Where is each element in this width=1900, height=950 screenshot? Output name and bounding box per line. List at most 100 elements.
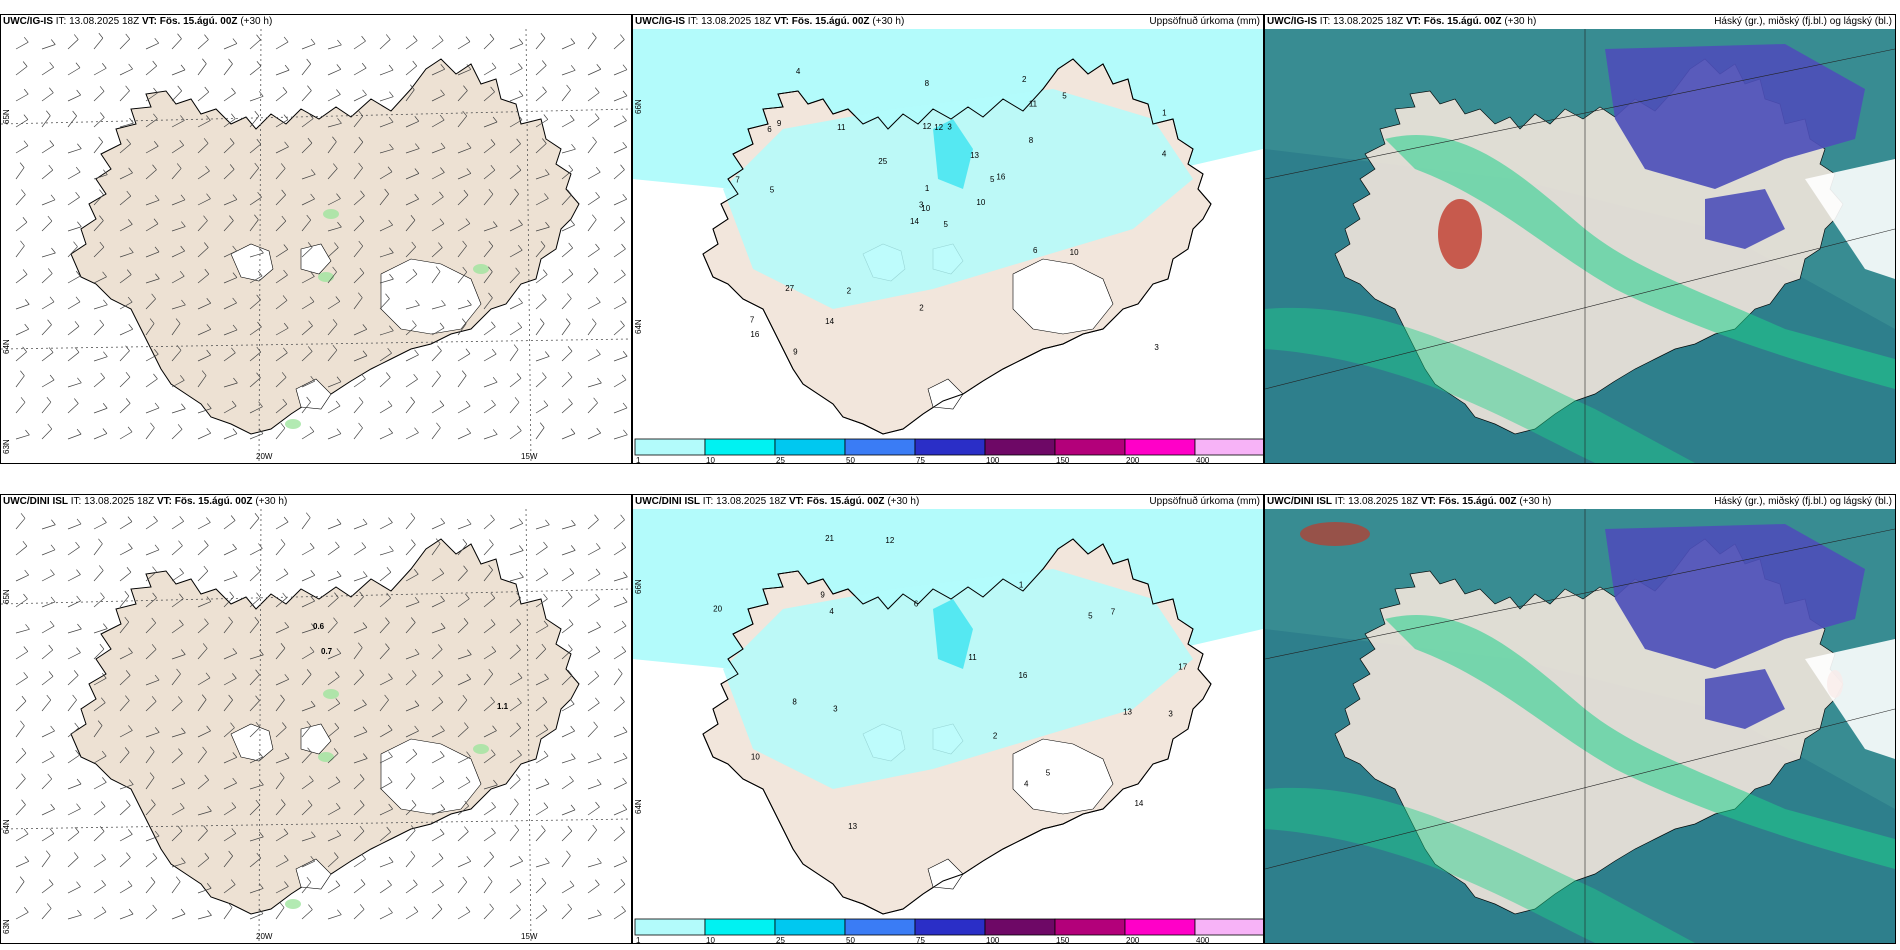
lat-tick-label: 64N: [2, 339, 11, 354]
precip-value-label: 12: [934, 123, 943, 132]
colorbar-swatch: [774, 438, 846, 456]
precip-value-label: 4: [1162, 149, 1167, 158]
precip-value-label: 10: [921, 204, 930, 213]
panel-precip-dini: UWC/DINI ISL IT: 13.08.2025 18Z VT: Fös.…: [632, 494, 1264, 944]
precip-value-label: 8: [1029, 136, 1034, 145]
colorbar-swatch: [844, 438, 916, 456]
lat-tick-label: 66N: [634, 99, 643, 114]
colorbar-tick-label: 150: [1056, 456, 1070, 463]
colorbar-swatch: [1124, 438, 1196, 456]
colorbar-tick-label: 25: [776, 936, 785, 943]
colorbar-swatch: [774, 918, 846, 936]
precip-value-label: 27: [785, 284, 794, 293]
graticule: [1, 509, 631, 943]
lat-tick-label: 64N: [634, 799, 643, 814]
panel-title: UWC/IG-IS IT: 13.08.2025 18Z VT: Fös. 15…: [1267, 16, 1892, 27]
glacier: [230, 723, 274, 762]
glacier: [380, 738, 482, 815]
precip-value-label: 5: [1046, 768, 1051, 777]
precip-value-label: 16: [996, 173, 1005, 182]
colorbar-tick-label: 25: [776, 456, 785, 463]
precip-value-label: 5: [1088, 612, 1093, 621]
precip-value-label: 13: [848, 822, 857, 831]
precip-value-label: 1: [1019, 580, 1024, 589]
panel-title: UWC/DINI ISL IT: 13.08.2025 18Z VT: Fös.…: [3, 496, 288, 507]
precip-value-label: 14: [1134, 799, 1143, 808]
precip-value-label: 9: [820, 590, 825, 599]
glacier: [927, 858, 964, 890]
colorbar-tick-label: 10: [706, 456, 715, 463]
lon-tick-label: 20W: [256, 452, 273, 461]
precip-value-label: 5: [943, 220, 948, 229]
colorbar-swatch: [1194, 918, 1263, 936]
precip-value-label: 5: [770, 185, 775, 194]
precip-value-label: 4: [1024, 779, 1029, 788]
precip-value-label: 6: [1033, 246, 1038, 255]
panel-precip-igis: UWC/IG-IS IT: 13.08.2025 18Z VT: Fös. 15…: [632, 14, 1264, 464]
glacier: [380, 258, 482, 335]
precip-value-label: 10: [1070, 248, 1079, 257]
precip-value-label: 7: [1111, 607, 1116, 616]
panel-title: UWC/DINI ISL IT: 13.08.2025 18Z VT: Fös.…: [635, 496, 1260, 507]
panel-title: UWC/DINI ISL IT: 13.08.2025 18Z VT: Fös.…: [1267, 496, 1892, 507]
cloud-mid-layer: [1705, 669, 1785, 729]
panel-wind-igis: UWC/IG-IS IT: 13.08.2025 18Z VT: Fös. 15…: [0, 14, 632, 464]
lat-tick-label: 63N: [2, 439, 11, 454]
colorbar-tick-label: 100: [986, 456, 1000, 463]
precip-value-label: 16: [750, 330, 759, 339]
colorbar-swatch: [704, 438, 776, 456]
precip-value-label: 6: [767, 125, 772, 134]
wind-value-label: 0.7: [321, 647, 333, 656]
cloud-core: [1438, 199, 1482, 269]
precip-shade: [933, 119, 973, 189]
panel-cloud-dini: UWC/DINI ISL IT: 13.08.2025 18Z VT: Fös.…: [1264, 494, 1896, 944]
precip-value-label: 11: [968, 653, 977, 662]
precip-shade: [723, 89, 1193, 309]
colorbar-tick-label: 400: [1196, 456, 1210, 463]
cloud-map: [1265, 29, 1895, 463]
precip-value-label: 2: [993, 731, 998, 740]
precip-value-label: 3: [1168, 710, 1173, 719]
precip-value-label: 11: [1029, 99, 1038, 108]
panel-cloud-igis: UWC/IG-IS IT: 13.08.2025 18Z VT: Fös. 15…: [1264, 14, 1896, 464]
glacier: [295, 858, 332, 890]
colorbar-swatch: [1194, 438, 1263, 456]
wind-map: 20W 15W 65N 64N 63N: [1, 29, 631, 463]
colorbar-swatch: [984, 918, 1056, 936]
precip-value-label: 17: [1178, 663, 1187, 672]
lat-tick-label: 65N: [2, 109, 11, 124]
cloud-mid-layer: [1605, 524, 1865, 669]
colorbar-swatch: [984, 438, 1056, 456]
cloud-core: [1300, 522, 1370, 546]
colorbar-tick-label: 100: [986, 936, 1000, 943]
precip-value-label: 5: [990, 175, 995, 184]
colorbar-tick-label: 400: [1196, 936, 1210, 943]
precip-value-label: 7: [735, 176, 740, 185]
precip-value-label: 2: [1022, 75, 1027, 84]
wind-barbs: [15, 512, 628, 920]
lon-tick-label: 15W: [521, 452, 538, 461]
precip-value-label: 25: [878, 157, 887, 166]
colorbar-tick-label: 200: [1126, 936, 1140, 943]
precip-value-label: 14: [910, 217, 919, 226]
colorbar-tick-label: 50: [846, 936, 855, 943]
colorbar-swatch: [1124, 918, 1196, 936]
precip-value-label: 3: [947, 123, 952, 132]
cloud-high-layer: [1385, 615, 1895, 869]
lat-tick-label: 64N: [2, 819, 11, 834]
precip-value-label: 6: [914, 599, 919, 608]
precip-value-label: 12: [922, 122, 931, 131]
lat-tick-label: 66N: [634, 579, 643, 594]
colorbar-tick-label: 10: [706, 936, 715, 943]
precip-shade: [933, 599, 973, 669]
precip-value-label: 10: [976, 198, 985, 207]
precip-value-label: 21: [825, 534, 834, 543]
precip-value-label: 16: [1018, 671, 1027, 680]
precip-value-label: 10: [751, 752, 760, 761]
lon-tick-label: 15W: [521, 932, 538, 941]
glacier: [1012, 258, 1114, 335]
precip-value-label: 3: [919, 201, 924, 210]
glacier: [1012, 738, 1114, 815]
precip-value-label: 14: [825, 317, 834, 326]
